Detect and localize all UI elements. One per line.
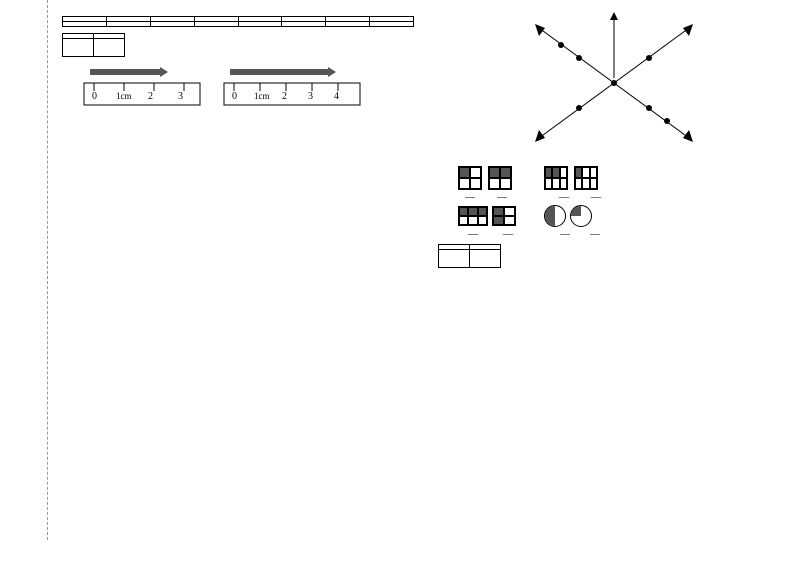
ruler-b: 0 1cm 2 3 4 [222,63,362,113]
td [282,22,326,27]
svg-text:2: 2 [282,91,287,102]
shape-row-2 [458,205,790,227]
sb-c [470,250,501,268]
svg-text:0: 0 [92,91,97,102]
sb-c [94,39,125,57]
binding-margin [0,0,48,540]
sb-c [63,39,94,57]
td [194,22,238,27]
direction-diagram [509,8,719,158]
grid-row-1 [458,166,790,190]
svg-text:3: 3 [308,91,313,102]
svg-text:3: 3 [178,91,183,102]
sb-c [439,250,470,268]
left-column: 0 1cm 2 3 0 1cm 2 3 4 [48,0,424,540]
td [150,22,194,27]
svg-text:4: 4 [334,91,339,102]
td [106,22,150,27]
compare-row-1: —— —— [458,192,790,203]
score-table [62,16,414,27]
right-column: —— —— —— —— [424,0,800,540]
compare-row-2: —— —— [458,229,790,240]
part-scorebox [62,33,125,57]
svg-text:1cm: 1cm [116,91,132,101]
td [370,22,414,27]
part2-scorebox [438,244,501,268]
td [326,22,370,27]
td [63,22,107,27]
svg-text:1cm: 1cm [254,91,270,101]
svg-text:2: 2 [148,91,153,102]
ruler-a: 0 1cm 2 3 [82,63,202,113]
ruler-figures: 0 1cm 2 3 0 1cm 2 3 4 [82,63,414,118]
svg-text:0: 0 [232,91,237,102]
td [238,22,282,27]
